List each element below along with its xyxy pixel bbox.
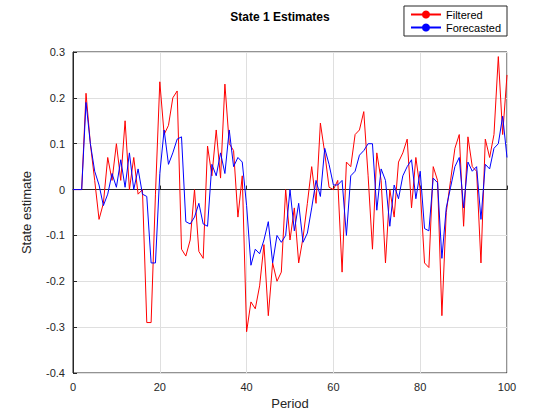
svg-text:80: 80 [414, 381, 426, 393]
svg-text:Period: Period [271, 396, 309, 411]
svg-text:0: 0 [59, 184, 65, 196]
svg-text:-0.1: -0.1 [46, 229, 65, 241]
svg-text:Filtered: Filtered [446, 9, 483, 21]
svg-text:0.1: 0.1 [50, 138, 65, 150]
svg-text:0.3: 0.3 [50, 46, 65, 58]
svg-text:40: 40 [240, 381, 252, 393]
svg-text:Forecasted: Forecasted [446, 22, 501, 34]
svg-text:0: 0 [70, 381, 76, 393]
svg-text:20: 20 [154, 381, 166, 393]
svg-text:60: 60 [327, 381, 339, 393]
svg-text:State estimate: State estimate [19, 171, 34, 254]
svg-text:State 1 Estimates: State 1 Estimates [230, 10, 330, 24]
svg-text:0.2: 0.2 [50, 92, 65, 104]
svg-text:-0.4: -0.4 [46, 367, 65, 379]
svg-text:-0.2: -0.2 [46, 275, 65, 287]
svg-text:-0.3: -0.3 [46, 321, 65, 333]
svg-text:100: 100 [498, 381, 516, 393]
